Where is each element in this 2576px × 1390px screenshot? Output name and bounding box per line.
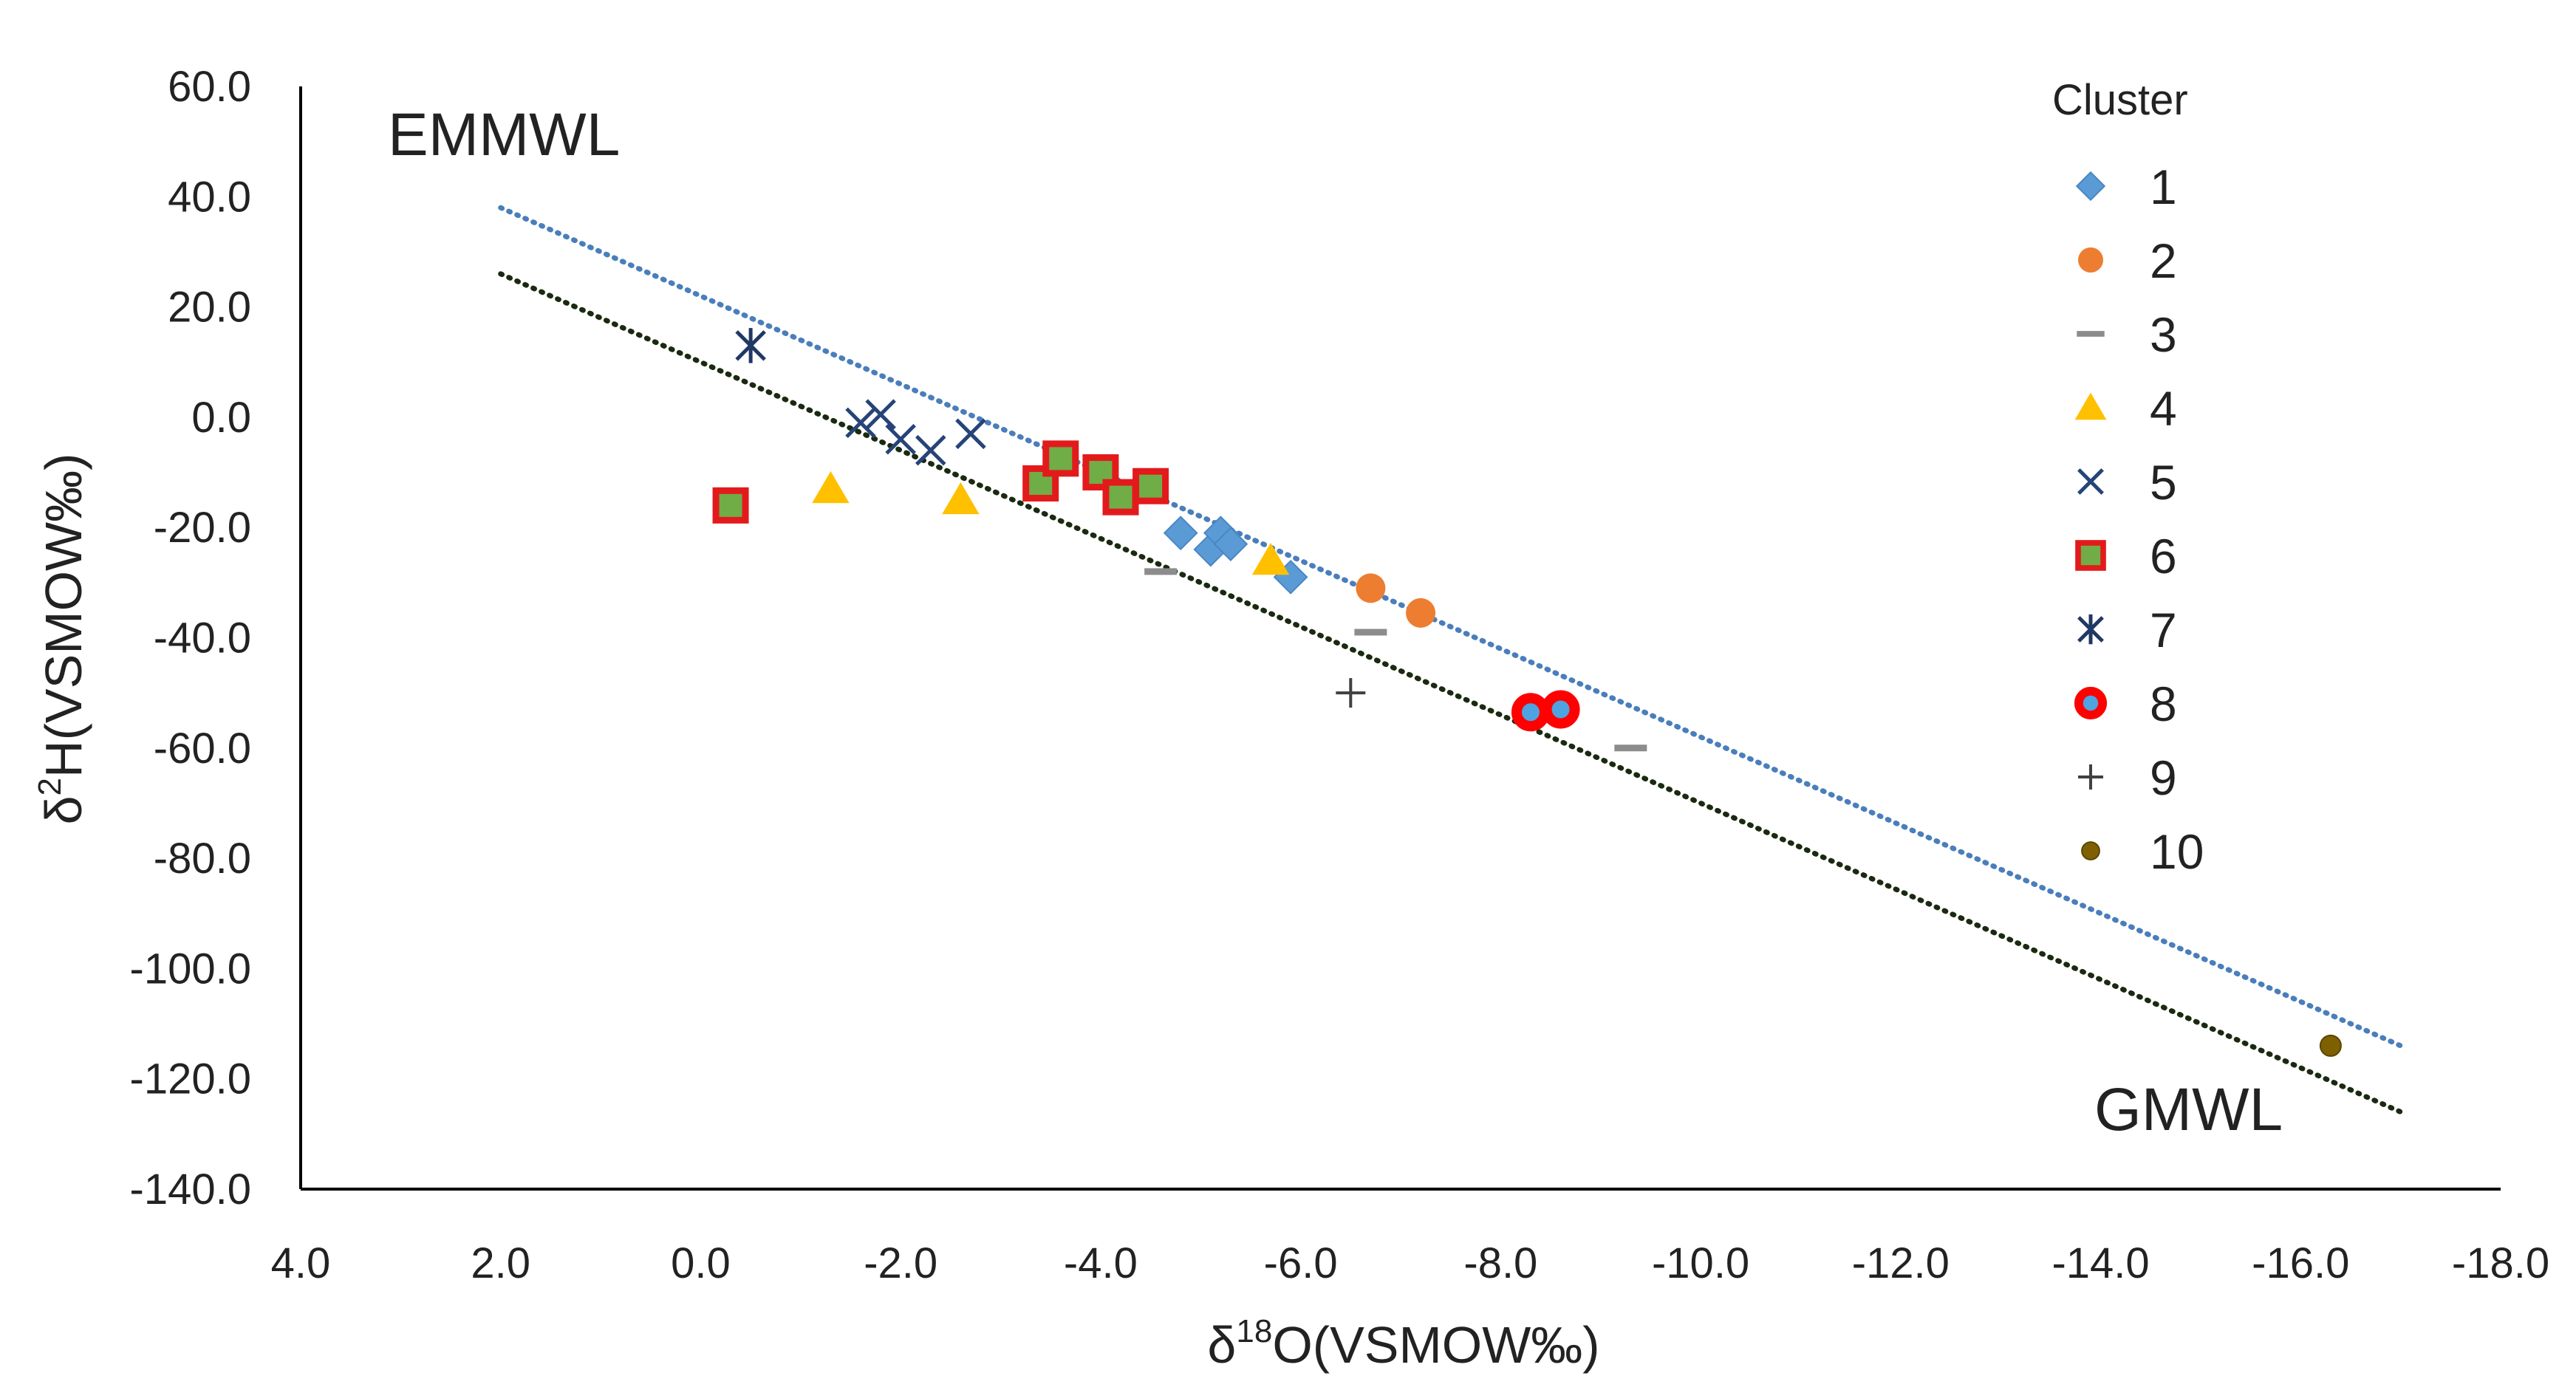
y-tick-label: 20.0 [168, 284, 251, 332]
emmwl-line [498, 205, 2404, 1049]
x-tick-label: 0.0 [671, 1239, 731, 1287]
cluster-4-point [1251, 542, 1290, 575]
series-1 [1163, 516, 1308, 595]
x-tick-label: -2.0 [864, 1239, 937, 1287]
cluster-4-point [812, 470, 850, 504]
legend-marker-cluster-5 [2077, 468, 2104, 495]
x-tick-label: -18.0 [2452, 1239, 2549, 1287]
x-tick-labels: 4.0 2.0 0.0 -2.0 -4.0 -6.0 -8.0 -10.0 -12.0 -14.0… [271, 1239, 2549, 1287]
series-4 [812, 470, 1290, 575]
reference-lines [498, 205, 2404, 1115]
legend: Cluster 1 2 3 4 5 6 7 8 9 10 [2052, 76, 2204, 879]
legend-item: 6 [2075, 529, 2177, 583]
legend-label: 9 [2150, 750, 2177, 805]
series-3 [1144, 568, 1647, 752]
legend-label: 5 [2150, 455, 2177, 510]
cluster-6-point [712, 487, 749, 524]
cluster-6-point [1042, 440, 1079, 477]
series-2 [1356, 573, 1436, 628]
series-10 [2319, 1034, 2342, 1057]
y-tick-label: 40.0 [168, 173, 251, 221]
x-tick-label: -6.0 [1264, 1239, 1338, 1287]
legend-label: 4 [2150, 381, 2177, 436]
cluster-9-point [1336, 678, 1366, 708]
x-tick-label: -12.0 [1852, 1239, 1950, 1287]
cluster-8-point [1511, 693, 1550, 732]
legend-label: 7 [2150, 603, 2177, 657]
legend-item: 3 [2077, 307, 2177, 362]
x-tick-label: -16.0 [2252, 1239, 2349, 1287]
cluster-5-point [865, 399, 896, 430]
data-points [712, 328, 2342, 1057]
legend-label: 1 [2150, 160, 2177, 214]
y-tick-label: 0.0 [191, 394, 251, 442]
legend-marker-cluster-10 [2081, 841, 2100, 860]
y-tick-label: 60.0 [168, 63, 251, 111]
y-tick-label: -40.0 [154, 614, 251, 663]
cluster-1-point [1213, 527, 1248, 562]
x-tick-label: 4.0 [271, 1239, 331, 1287]
cluster-10-point [2319, 1034, 2342, 1057]
cluster-6-point [1102, 479, 1139, 516]
legend-item: 9 [2078, 750, 2177, 805]
cluster-5-point [955, 418, 986, 450]
legend-item: 5 [2077, 455, 2177, 510]
legend-marker-cluster-2 [2078, 247, 2103, 273]
x-tick-label: -10.0 [1652, 1239, 1749, 1287]
x-tick-label: -8.0 [1463, 1239, 1537, 1287]
axes [299, 86, 2501, 1191]
y-tick-label: -140.0 [130, 1165, 251, 1213]
x-tick-label: 2.0 [471, 1239, 530, 1287]
cluster-8-point [1541, 690, 1580, 729]
y-axis-title: δ2H(VSMOW‰) [32, 453, 92, 825]
x-tick-label: -4.0 [1064, 1239, 1138, 1287]
legend-marker-cluster-1 [2075, 171, 2106, 202]
series-5 [845, 399, 986, 466]
legend-label: 6 [2150, 529, 2177, 583]
legend-item: 1 [2075, 160, 2177, 214]
x-axis-title: δ18O(VSMOW‰) [1207, 1313, 1599, 1374]
legend-item: 4 [2074, 381, 2177, 436]
y-tick-labels: 60.0 40.0 20.0 0.0 -20.0 -40.0 -60.0 -80.0 -100.… [130, 63, 251, 1213]
cluster-5-point [845, 407, 876, 439]
legend-item: 10 [2081, 824, 2204, 879]
cluster-2-point [1356, 573, 1386, 603]
legend-marker-cluster-8 [2074, 686, 2108, 720]
y-tick-label: -100.0 [130, 945, 251, 993]
cluster-1-point [1163, 516, 1198, 551]
cluster-2-point [1406, 598, 1436, 628]
y-tick-label: -80.0 [154, 835, 251, 883]
gmwl-label: GMWL [2094, 1076, 2283, 1143]
series-8 [1511, 690, 1580, 732]
legend-item: 2 [2078, 233, 2177, 288]
series-6 [712, 440, 1169, 524]
legend-label: 2 [2150, 233, 2177, 288]
legend-marker-cluster-6 [2075, 540, 2106, 571]
cluster-5-point [885, 423, 916, 455]
legend-label: 3 [2150, 307, 2177, 362]
x-tick-label: -14.0 [2051, 1239, 2149, 1287]
legend-item: 8 [2074, 677, 2177, 731]
y-tick-label: -120.0 [130, 1055, 251, 1103]
legend-marker-cluster-7 [2077, 614, 2104, 645]
legend-marker-cluster-4 [2074, 392, 2107, 420]
legend-label: 10 [2150, 824, 2204, 879]
legend-label: 8 [2150, 677, 2177, 731]
emmwl-label: EMMWL [388, 101, 620, 168]
y-tick-label: -60.0 [154, 725, 251, 773]
cluster-6-point [1132, 468, 1169, 504]
legend-marker-cluster-9 [2078, 764, 2103, 790]
legend-title: Cluster [2052, 76, 2188, 124]
series-9 [1336, 678, 1366, 708]
gmwl-line [498, 271, 2404, 1115]
series-7 [735, 328, 766, 363]
y-tick-label: -20.0 [154, 504, 251, 552]
legend-item: 7 [2077, 603, 2177, 657]
cluster-7-point [735, 328, 766, 363]
cluster-4-point [942, 482, 980, 515]
cluster-5-point [915, 434, 946, 466]
